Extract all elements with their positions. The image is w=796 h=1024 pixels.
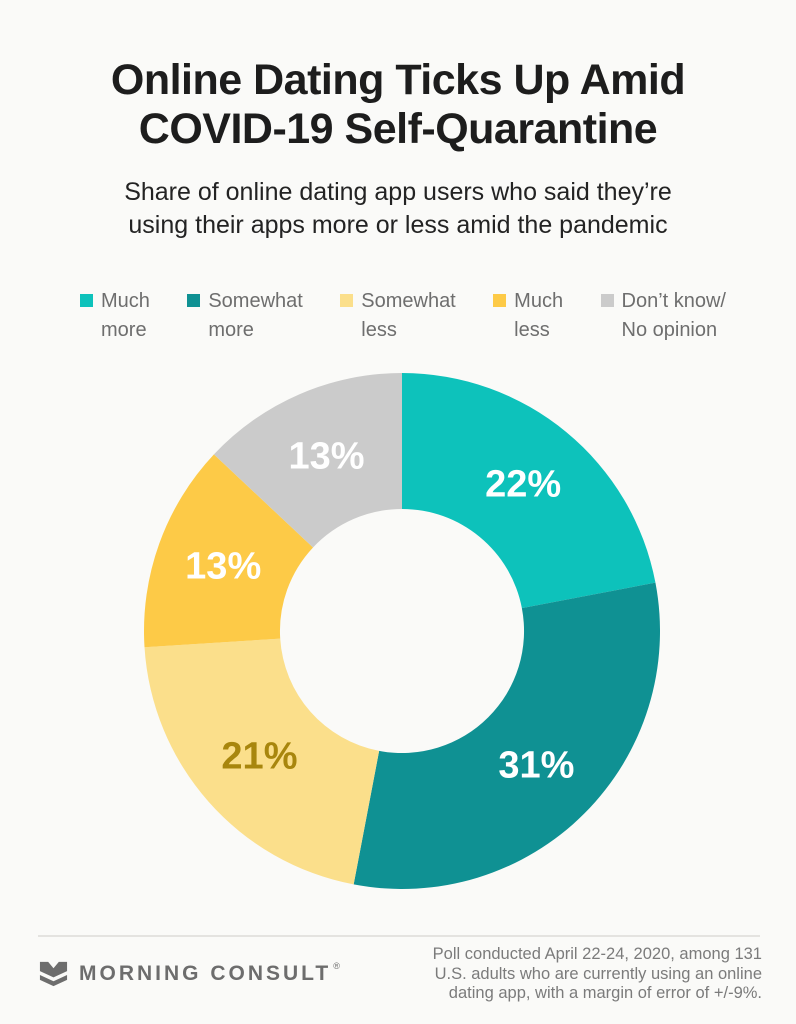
legend-swatch [340,294,354,308]
legend-item-4: Don’t know/ No opinion [600,287,727,345]
chart-subtitle: Share of online dating app users who sai… [124,178,672,239]
donut-slice-3 [144,454,314,648]
legend-swatch [600,294,614,308]
legend-item-3: Much less [493,287,563,345]
legend-swatch [493,294,507,308]
donut-slice-1 [353,582,661,890]
legend-item-0: Much more [80,287,150,345]
page-title: Online Dating Ticks Up Amid COVID-19 Sel… [110,56,686,154]
footer-divider [38,935,760,938]
legend-swatch [80,294,93,308]
donut-slice-2 [144,638,380,885]
footer: MORNING CONSULT ® Poll conducted April 2… [38,945,762,1003]
donut-chart: 22% 31% 21% 13% 13% [144,373,661,890]
legend-label: Somewhat more [208,290,303,342]
donut-slice-4 [213,373,402,548]
legend-item-1: Somewhat more [187,287,303,345]
source-note: Poll conducted April 22-24, 2020, among … [432,945,762,1002]
legend-label: Much more [101,290,150,342]
slice-value-label: 13% [289,436,365,478]
legend-item-2: Somewhat less [340,287,456,345]
donut-slice-0 [402,373,656,609]
legend-label: Much less [514,290,564,342]
legend-swatch [187,294,201,308]
slice-value-label: 31% [498,744,574,786]
legend-label: Somewhat less [361,290,456,342]
morning-consult-logo: MORNING CONSULT ® [38,960,340,989]
slice-value-label: 21% [221,736,297,778]
morning-consult-logo-icon [39,961,68,986]
chart-area: 22% 31% 21% 13% 13% [0,351,796,911]
slice-value-label: 22% [485,464,561,506]
legend-label: Don’t know/ No opinion [621,290,727,342]
chart-legend: Much more Somewhat more Somewhat less Much … [80,287,726,345]
brand-name: MORNING CONSULT [79,962,332,986]
registered-trademark-mark: ® [333,961,340,972]
slice-value-label: 13% [185,546,261,588]
